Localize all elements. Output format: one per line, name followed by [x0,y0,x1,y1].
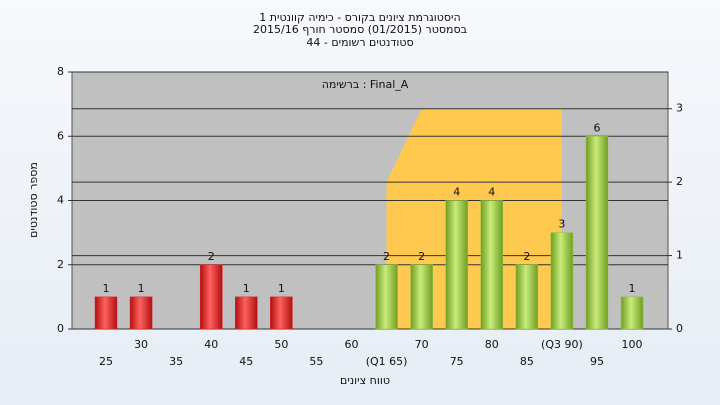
data-label: 1 [629,282,636,295]
x-tick-label: 85 [520,355,534,368]
y-tick-label: 0 [57,322,64,335]
x-tick-label: 50 [274,338,288,351]
data-label: 2 [383,250,390,263]
y2-tick-label: 3 [676,102,683,115]
y2-tick-label: 0 [676,322,683,335]
bar [445,200,468,330]
bar [235,296,258,330]
annotation: ברשימה : Final_A [322,78,409,91]
x-axis-label: טווח ציונים [340,374,390,387]
bar [480,200,504,330]
data-label: 1 [278,282,285,295]
data-label: 1 [103,282,110,295]
data-label: 4 [488,186,495,199]
bar [375,264,398,330]
y-tick-label: 4 [57,194,64,207]
x-tick-label: 75 [450,355,464,368]
bar [550,232,574,330]
bar [129,296,153,330]
bar [515,264,539,330]
x-tick-label: (Q1 65) [366,355,408,368]
chart-subtitle: סטודנטים רשומים - 44 [306,36,413,49]
data-label: 4 [453,186,460,199]
x-tick-label: 60 [344,338,358,351]
x-tick-label: 40 [204,338,218,351]
bar [620,296,644,330]
data-label: 1 [243,282,250,295]
x-tick-label: 30 [134,338,148,351]
data-label: 1 [138,282,145,295]
data-label: 2 [208,250,215,263]
x-tick-label: 70 [415,338,429,351]
bar [94,296,118,330]
y-tick-label: 8 [57,65,64,78]
bar [585,136,609,330]
bar [270,296,293,330]
y2-tick-label: 2 [676,175,683,188]
y2-tick-label: 1 [676,249,683,262]
x-tick-label: 100 [622,338,643,351]
bar [199,264,223,330]
x-tick-label: 95 [590,355,604,368]
data-label: 6 [593,121,600,134]
y-axis-label: מספר סטודנטים [27,162,40,238]
chart-title: היסטוגרמת ציונים בקורס - כימיה קוונטית 1 [259,11,460,24]
x-tick-label: 80 [485,338,499,351]
x-tick-label: 25 [99,355,113,368]
x-tick-label: 55 [309,355,323,368]
data-label: 2 [523,250,530,263]
x-tick-label: (Q3 90) [541,338,583,351]
y-tick-label: 6 [57,129,64,142]
data-label: 2 [418,250,425,263]
x-tick-label: 35 [169,355,183,368]
y-tick-label: 2 [57,258,64,271]
x-tick-label: 45 [239,355,253,368]
data-label: 3 [558,218,565,231]
chart-subtitle: בסמסטר (01/2015) סמסטר חורף 2015/16 [253,23,467,36]
bar [410,264,433,330]
